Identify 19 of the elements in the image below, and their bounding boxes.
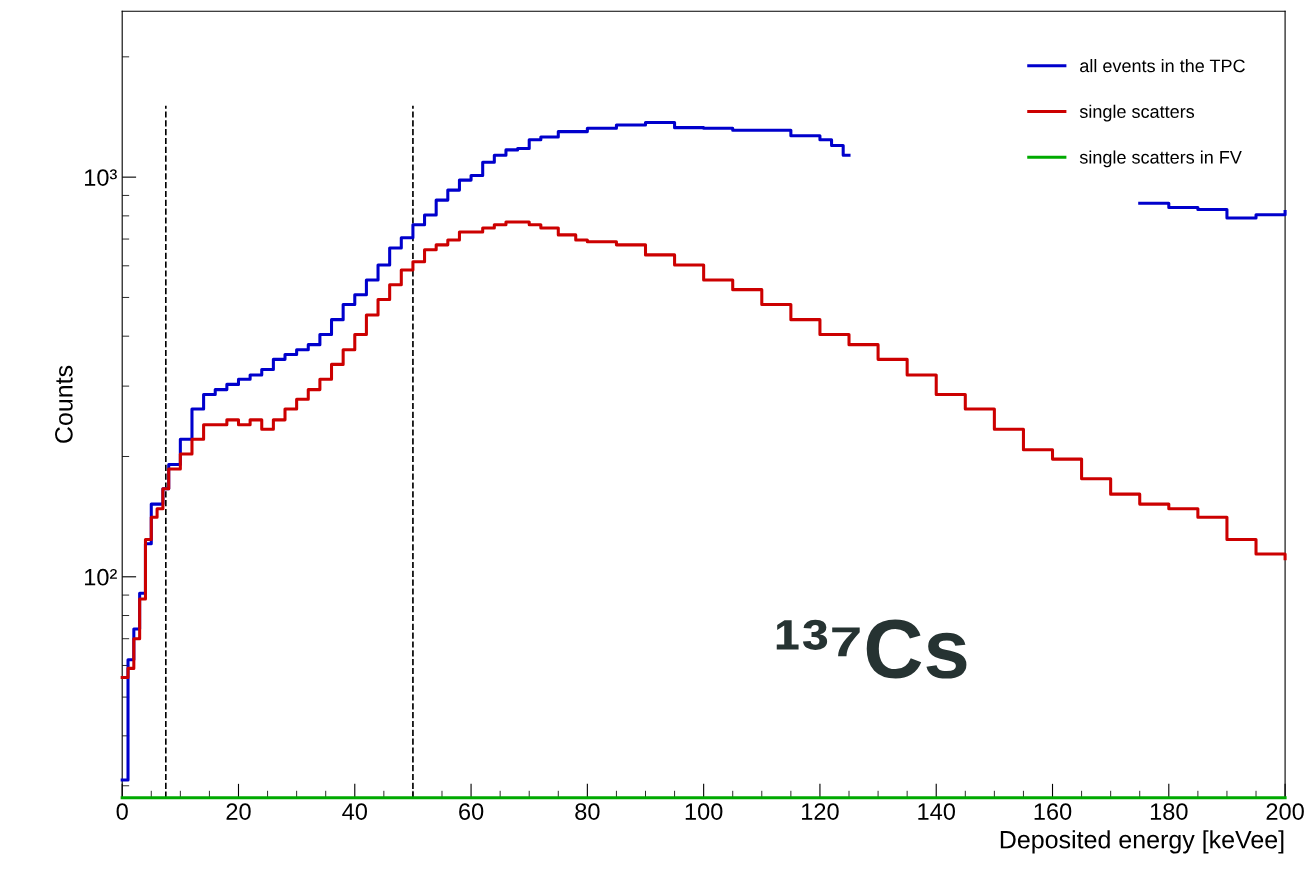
x-tick-label: 80: [575, 803, 600, 820]
x-tick-label: 160: [1034, 803, 1072, 820]
y-tick-label: 10²: [85, 568, 117, 586]
y-axis-title: Counts: [55, 365, 73, 443]
x-tick-label: 100: [685, 803, 723, 820]
annotation: ¹³⁷Cs: [776, 619, 967, 679]
x-axis-title: Deposited energy [keVee]: [1000, 830, 1284, 854]
legend-label: all events in the TPC: [1080, 59, 1245, 73]
y-tick-label: 10³: [85, 169, 117, 186]
x-tick-label: 40: [342, 803, 367, 820]
x-tick-label: 20: [226, 803, 251, 820]
x-tick-label: 0: [116, 803, 128, 820]
x-tick-label: 180: [1150, 803, 1188, 820]
x-tick-label: 120: [802, 803, 839, 820]
x-tick-label: 60: [459, 803, 484, 820]
legend-label: single scatters: [1079, 104, 1195, 122]
x-tick-label: 200: [1266, 803, 1304, 820]
legend-label: single scatters in FV: [1079, 150, 1242, 168]
x-tick-label: 140: [918, 803, 955, 820]
